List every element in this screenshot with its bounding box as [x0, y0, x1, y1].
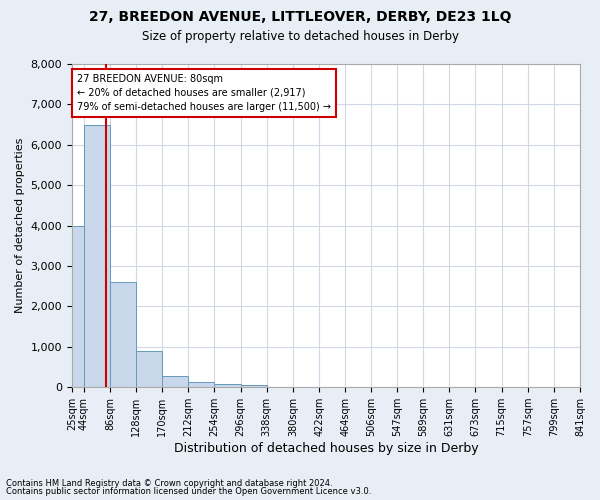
Bar — [214, 384, 241, 387]
Text: Size of property relative to detached houses in Derby: Size of property relative to detached ho… — [142, 30, 458, 43]
Text: 27 BREEDON AVENUE: 80sqm
← 20% of detached houses are smaller (2,917)
79% of sem: 27 BREEDON AVENUE: 80sqm ← 20% of detach… — [77, 74, 331, 112]
Bar — [241, 385, 267, 387]
Bar — [162, 376, 188, 387]
Bar — [84, 124, 110, 387]
Bar — [110, 282, 136, 387]
Text: Contains public sector information licensed under the Open Government Licence v3: Contains public sector information licen… — [6, 487, 371, 496]
Bar — [136, 351, 162, 387]
Text: 27, BREEDON AVENUE, LITTLEOVER, DERBY, DE23 1LQ: 27, BREEDON AVENUE, LITTLEOVER, DERBY, D… — [89, 10, 511, 24]
Text: Contains HM Land Registry data © Crown copyright and database right 2024.: Contains HM Land Registry data © Crown c… — [6, 478, 332, 488]
Y-axis label: Number of detached properties: Number of detached properties — [15, 138, 25, 314]
Bar — [188, 382, 214, 387]
X-axis label: Distribution of detached houses by size in Derby: Distribution of detached houses by size … — [173, 442, 478, 455]
Bar — [72, 226, 84, 387]
